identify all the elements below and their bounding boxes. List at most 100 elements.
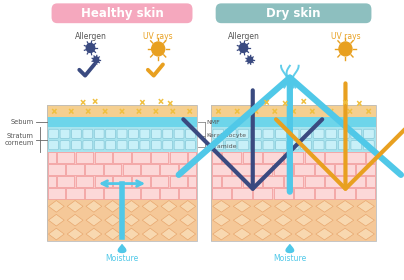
Bar: [85, 188, 103, 199]
Bar: [141, 164, 159, 175]
Bar: [212, 188, 231, 199]
Bar: [274, 164, 293, 175]
Polygon shape: [316, 214, 333, 226]
Bar: [211, 152, 376, 199]
Polygon shape: [337, 200, 354, 212]
FancyBboxPatch shape: [140, 129, 150, 138]
Bar: [151, 176, 168, 187]
Bar: [113, 176, 131, 187]
Bar: [160, 164, 178, 175]
Bar: [47, 105, 197, 241]
Bar: [274, 188, 293, 199]
Bar: [346, 152, 365, 163]
Bar: [315, 164, 334, 175]
Bar: [170, 176, 187, 187]
Bar: [232, 164, 252, 175]
Bar: [48, 152, 56, 163]
Bar: [104, 164, 121, 175]
FancyBboxPatch shape: [72, 141, 81, 150]
Text: Moisture: Moisture: [273, 254, 307, 263]
Bar: [284, 176, 303, 187]
Polygon shape: [161, 228, 177, 240]
Polygon shape: [213, 228, 230, 240]
Text: NMF: NMF: [206, 120, 220, 125]
Bar: [211, 105, 376, 117]
FancyBboxPatch shape: [213, 129, 224, 138]
Polygon shape: [275, 228, 292, 240]
Polygon shape: [86, 214, 102, 226]
Circle shape: [339, 42, 352, 56]
FancyBboxPatch shape: [117, 129, 127, 138]
Polygon shape: [275, 214, 292, 226]
Bar: [305, 152, 324, 163]
Polygon shape: [234, 214, 250, 226]
Bar: [211, 117, 376, 127]
FancyBboxPatch shape: [225, 129, 236, 138]
Bar: [160, 188, 178, 199]
FancyBboxPatch shape: [72, 129, 81, 138]
Bar: [335, 188, 355, 199]
Polygon shape: [67, 214, 83, 226]
Bar: [47, 117, 197, 127]
Bar: [123, 164, 140, 175]
Circle shape: [152, 42, 165, 56]
Text: Allergen: Allergen: [227, 32, 259, 41]
Bar: [366, 152, 375, 163]
FancyBboxPatch shape: [94, 141, 104, 150]
Text: UV rays: UV rays: [143, 32, 173, 41]
Bar: [113, 152, 131, 163]
Text: Ceramide: Ceramide: [206, 144, 237, 150]
FancyBboxPatch shape: [288, 129, 299, 138]
Bar: [222, 152, 241, 163]
Polygon shape: [357, 214, 375, 226]
Polygon shape: [316, 200, 333, 212]
Bar: [179, 188, 196, 199]
FancyBboxPatch shape: [128, 129, 138, 138]
FancyBboxPatch shape: [301, 129, 311, 138]
Bar: [253, 164, 272, 175]
Bar: [188, 176, 196, 187]
Bar: [76, 176, 93, 187]
Text: Sebum: Sebum: [11, 119, 34, 125]
Polygon shape: [105, 214, 120, 226]
Bar: [123, 188, 140, 199]
Bar: [141, 188, 159, 199]
Polygon shape: [286, 245, 294, 253]
Polygon shape: [337, 228, 354, 240]
Polygon shape: [48, 214, 64, 226]
Polygon shape: [254, 214, 271, 226]
Polygon shape: [142, 228, 158, 240]
FancyBboxPatch shape: [106, 129, 116, 138]
Polygon shape: [316, 228, 333, 240]
Polygon shape: [118, 245, 126, 253]
Bar: [222, 176, 241, 187]
Polygon shape: [105, 228, 120, 240]
Bar: [294, 164, 314, 175]
Bar: [263, 152, 282, 163]
FancyBboxPatch shape: [238, 129, 249, 138]
Polygon shape: [48, 228, 64, 240]
FancyBboxPatch shape: [48, 141, 59, 150]
Bar: [76, 152, 93, 163]
Bar: [294, 188, 314, 199]
Bar: [151, 152, 168, 163]
Bar: [48, 188, 65, 199]
FancyBboxPatch shape: [163, 141, 173, 150]
Bar: [47, 152, 197, 199]
Bar: [47, 127, 197, 152]
FancyBboxPatch shape: [326, 129, 337, 138]
Polygon shape: [234, 200, 250, 212]
FancyBboxPatch shape: [364, 129, 374, 138]
Bar: [263, 176, 282, 187]
Polygon shape: [124, 214, 139, 226]
Circle shape: [93, 57, 99, 63]
Polygon shape: [105, 200, 120, 212]
FancyBboxPatch shape: [250, 129, 261, 138]
FancyBboxPatch shape: [364, 141, 374, 150]
Polygon shape: [295, 228, 313, 240]
FancyBboxPatch shape: [313, 141, 324, 150]
FancyBboxPatch shape: [48, 129, 59, 138]
Polygon shape: [234, 228, 250, 240]
FancyBboxPatch shape: [83, 141, 93, 150]
Bar: [325, 176, 345, 187]
